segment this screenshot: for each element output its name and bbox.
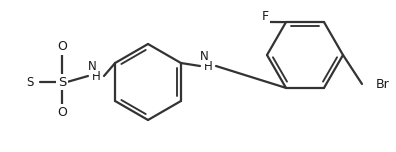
Text: Br: Br — [376, 78, 390, 90]
Text: H: H — [91, 69, 100, 83]
Text: H: H — [204, 59, 212, 73]
Text: F: F — [261, 10, 268, 24]
Text: S: S — [24, 76, 32, 88]
Text: S: S — [58, 76, 66, 88]
Text: N: N — [88, 59, 96, 73]
Text: N: N — [200, 50, 208, 62]
Text: O: O — [57, 40, 67, 54]
Text: O: O — [57, 105, 67, 119]
Text: S: S — [26, 76, 34, 88]
